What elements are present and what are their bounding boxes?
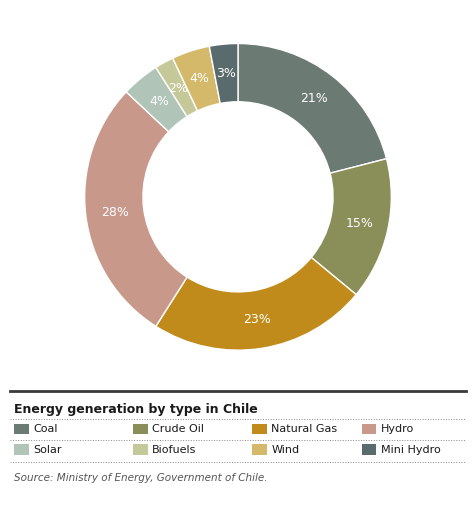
Wedge shape [173, 46, 220, 111]
Text: 15%: 15% [345, 218, 373, 231]
Wedge shape [209, 44, 238, 104]
Text: Mini Hydro: Mini Hydro [381, 444, 441, 455]
Wedge shape [311, 159, 391, 295]
Wedge shape [238, 44, 387, 173]
Text: 23%: 23% [244, 313, 271, 326]
Wedge shape [85, 92, 187, 326]
Text: 4%: 4% [189, 72, 209, 85]
Text: Coal: Coal [33, 424, 58, 434]
Text: 21%: 21% [300, 92, 328, 105]
Text: 3%: 3% [217, 67, 236, 80]
Text: Solar: Solar [33, 444, 62, 455]
Text: Hydro: Hydro [381, 424, 414, 434]
Text: Energy generation by type in Chile: Energy generation by type in Chile [14, 403, 258, 416]
Wedge shape [156, 58, 198, 117]
Text: Natural Gas: Natural Gas [271, 424, 337, 434]
Text: Biofuels: Biofuels [152, 444, 197, 455]
Wedge shape [156, 257, 356, 350]
Text: Source: Ministry of Energy, Government of Chile.: Source: Ministry of Energy, Government o… [14, 473, 268, 483]
Text: 28%: 28% [101, 206, 129, 219]
Text: 2%: 2% [168, 81, 188, 94]
Wedge shape [126, 67, 187, 132]
Text: 4%: 4% [149, 95, 169, 108]
Text: Wind: Wind [271, 444, 299, 455]
Text: Crude Oil: Crude Oil [152, 424, 204, 434]
